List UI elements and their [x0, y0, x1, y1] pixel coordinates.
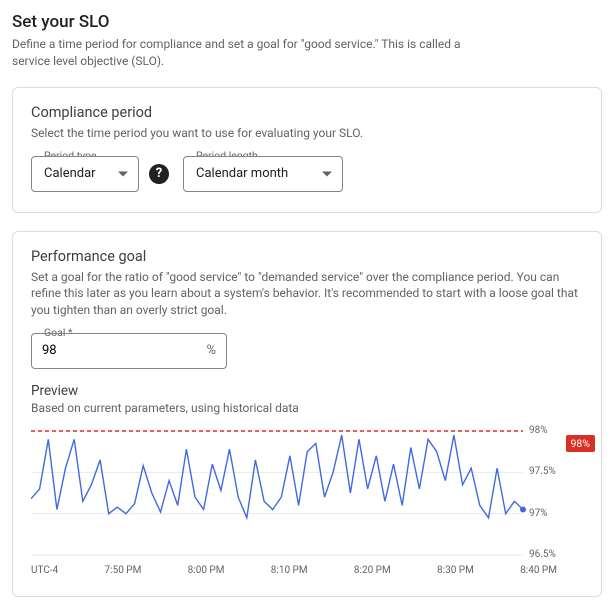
preview-description: Based on current parameters, using histo…	[31, 401, 583, 415]
y-tick-label: 97%	[529, 508, 548, 519]
goal-field: Goal * %	[31, 333, 583, 369]
compliance-description: Select the time period you want to use f…	[31, 125, 583, 142]
compliance-title: Compliance period	[31, 104, 583, 121]
y-tick-label: 98%	[529, 425, 548, 436]
page-description: Define a time period for compliance and …	[12, 36, 492, 71]
goal-input[interactable]	[42, 343, 182, 358]
help-icon[interactable]: ?	[149, 164, 169, 184]
chart-svg	[31, 423, 591, 557]
y-tick-label: 97.5%	[529, 466, 556, 477]
period-length-select[interactable]: Calendar month	[183, 156, 343, 192]
chevron-down-icon	[118, 171, 128, 176]
x-tick-label: 8:00 PM	[188, 565, 225, 576]
x-tick-label: UTC-4	[31, 565, 58, 576]
period-length-value: Calendar month	[196, 166, 288, 181]
x-tick-label: 8:20 PM	[354, 565, 391, 576]
compliance-fields: Period type Calendar ? Period length Cal…	[31, 156, 583, 192]
performance-description: Set a goal for the ratio of "good servic…	[31, 269, 583, 319]
x-axis-labels: UTC-4 7:50 PM 8:00 PM 8:10 PM 8:20 PM 8:30 PM…	[31, 561, 591, 576]
period-length-field: Period length Calendar month	[183, 156, 343, 192]
period-type-field: Period type Calendar ?	[31, 156, 169, 192]
goal-badge: 98%	[566, 435, 596, 452]
preview-chart: 98% 96.5%97%97.5%98% UTC-47:50 PM8:00 PM…	[31, 423, 591, 576]
performance-card: Performance goal Set a goal for the rati…	[12, 231, 602, 597]
performance-title: Performance goal	[31, 248, 583, 265]
x-tick-label: 8:40 PM	[520, 565, 557, 576]
compliance-card: Compliance period Select the time period…	[12, 87, 602, 213]
page-title: Set your SLO	[12, 12, 602, 32]
chevron-down-icon	[322, 171, 332, 176]
x-tick-label: 8:10 PM	[271, 565, 308, 576]
period-type-value: Calendar	[44, 166, 96, 181]
y-tick-label: 96.5%	[529, 549, 556, 560]
goal-input-wrap: %	[31, 333, 227, 369]
x-tick-label: 7:50 PM	[105, 565, 142, 576]
goal-unit: %	[206, 343, 216, 358]
x-tick-label: 8:30 PM	[437, 565, 474, 576]
period-type-select[interactable]: Calendar	[31, 156, 139, 192]
preview-title: Preview	[31, 383, 583, 399]
